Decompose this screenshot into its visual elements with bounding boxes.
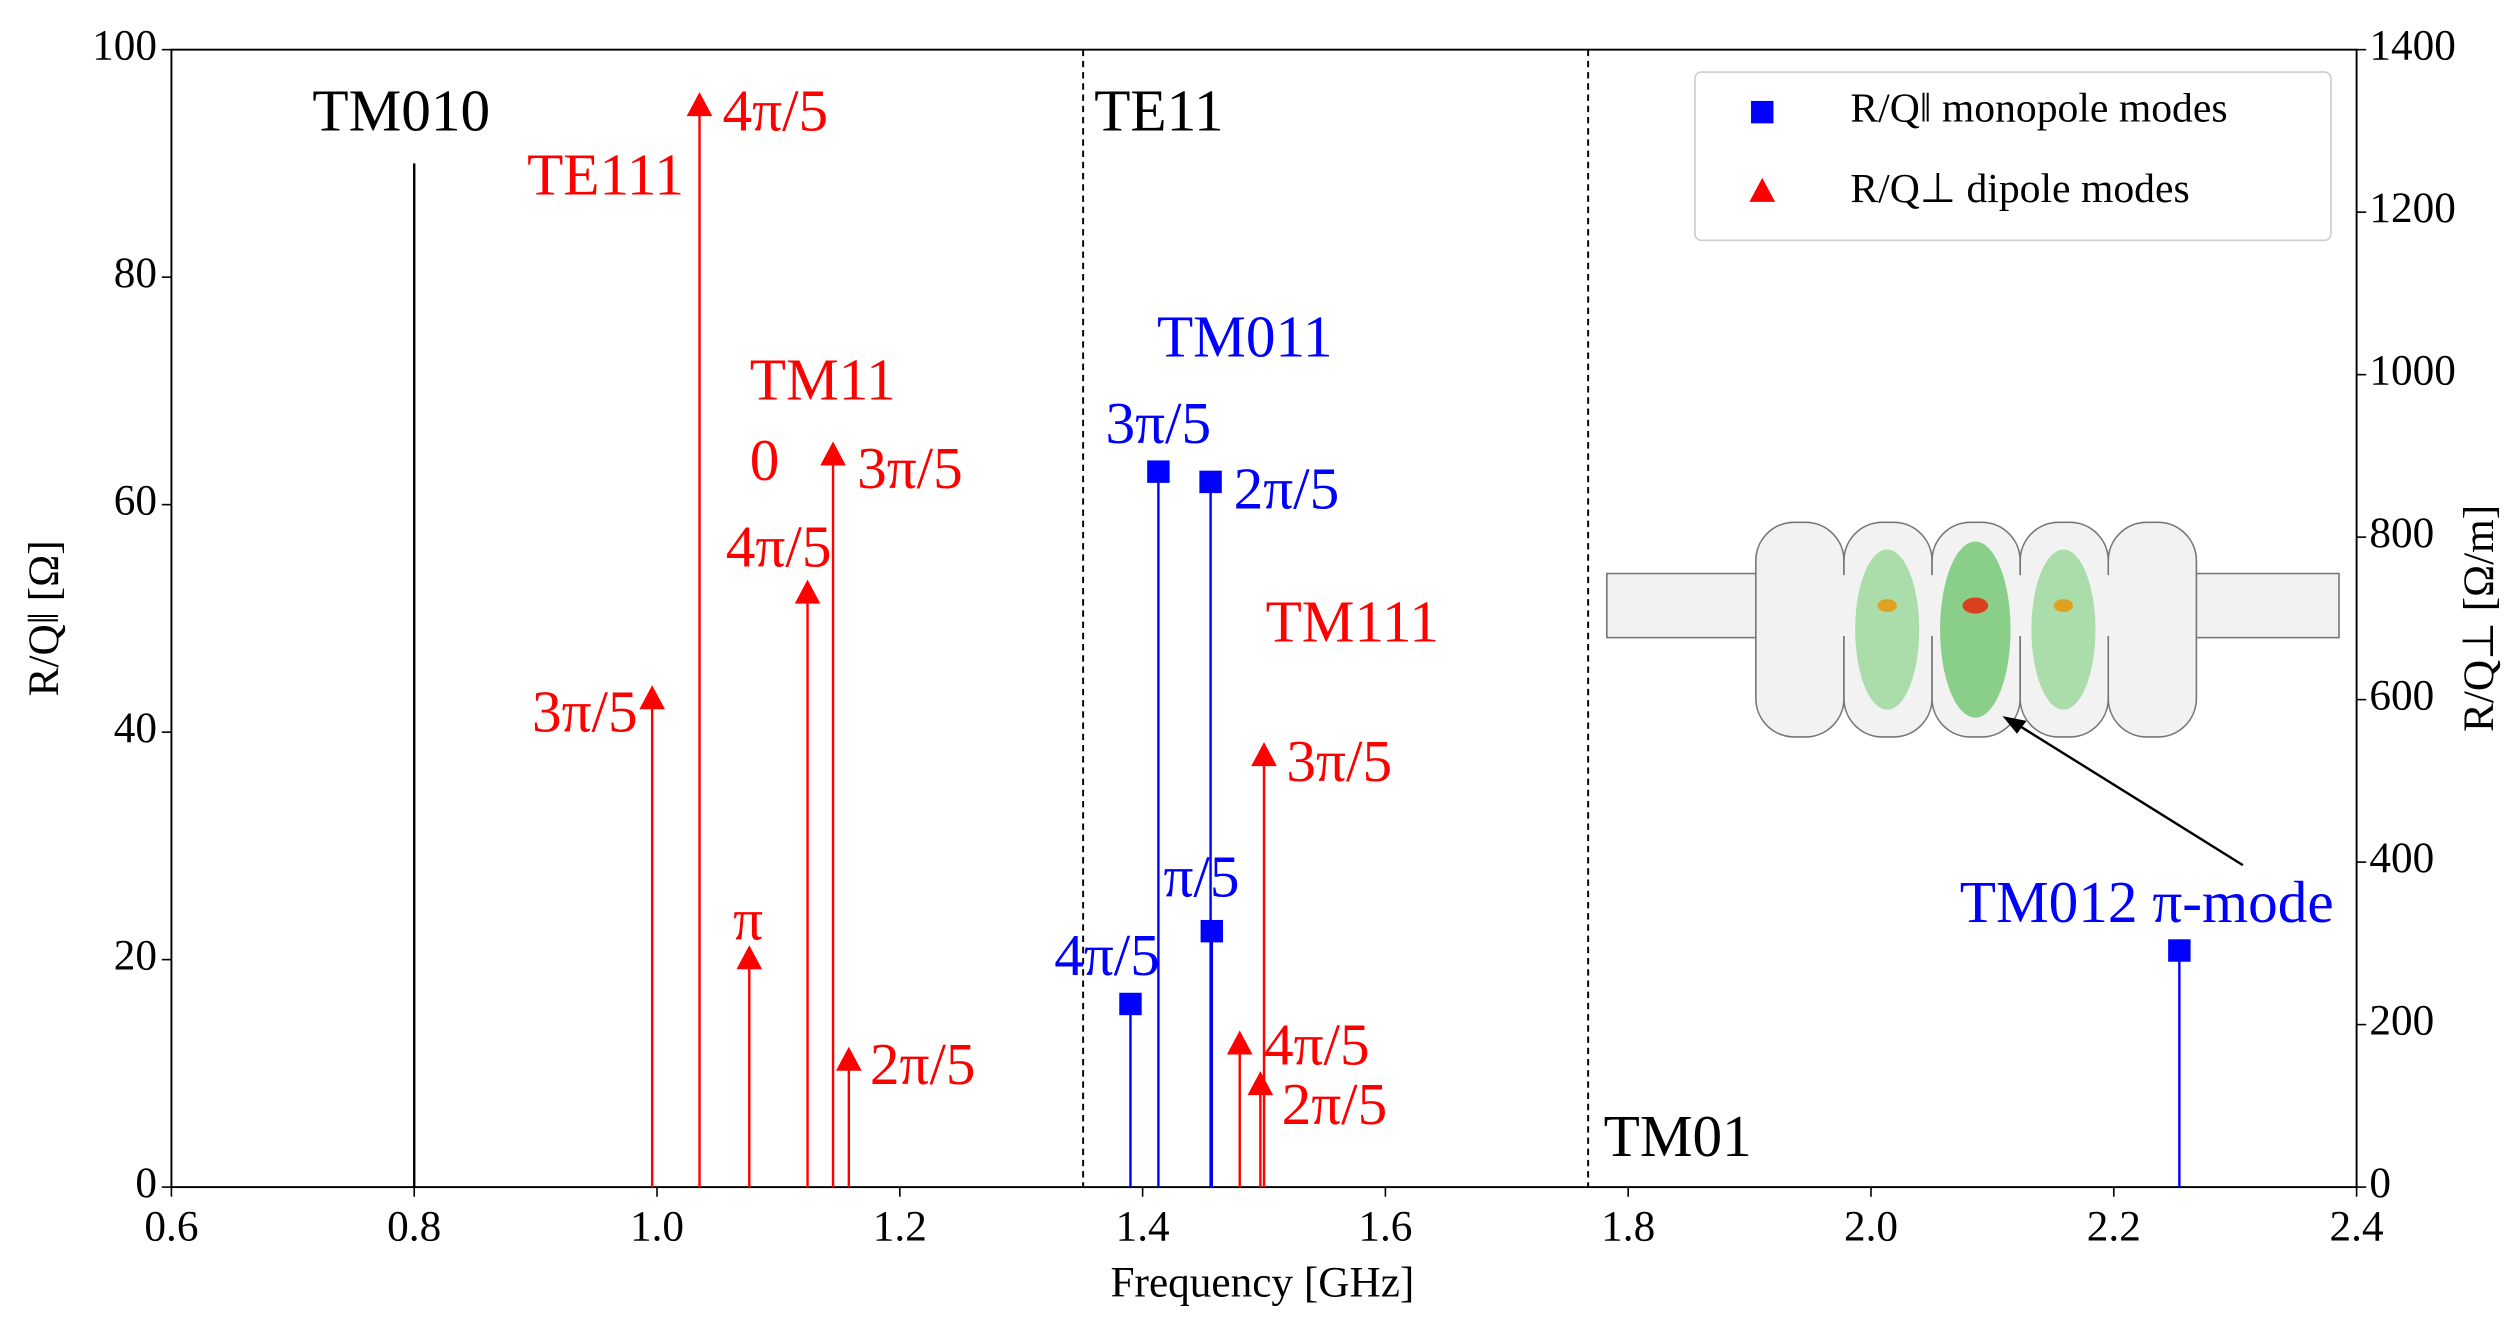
point	[1147, 460, 1170, 483]
point	[1119, 992, 1142, 1016]
point-label: 4π/5	[726, 513, 832, 579]
annotation: TM111	[1266, 589, 1439, 655]
point	[1247, 1071, 1274, 1096]
y-tick-label: 60	[114, 477, 157, 525]
field	[2031, 549, 2096, 710]
annotation: TM11	[750, 347, 896, 413]
y-tick-label: 80	[114, 249, 157, 297]
arrow	[2008, 718, 2244, 867]
point	[639, 685, 665, 710]
y-tick-label: 0	[135, 1159, 157, 1207]
y-tick-label: 40	[114, 704, 157, 752]
point-label: TM012 π-mode	[1960, 869, 2334, 935]
point-label: 3π/5	[532, 678, 638, 744]
x-tick-label: 0.6	[144, 1202, 198, 1250]
point	[686, 92, 713, 117]
inset-cavity	[1606, 521, 2340, 867]
divider-label: TM01	[1604, 1103, 1752, 1169]
y2-tick-label: 1200	[2369, 184, 2456, 232]
y2-tick-label: 0	[2369, 1159, 2391, 1207]
x-tick-label: 1.6	[1358, 1202, 1412, 1250]
point	[1251, 742, 1277, 767]
y2-tick-label: 800	[2369, 509, 2434, 557]
x-tick-label: 2.2	[2087, 1202, 2141, 1250]
point-label: 4π/5	[1264, 1012, 1370, 1078]
point-label: π	[733, 887, 763, 953]
x-tick-label: 1.2	[873, 1202, 927, 1250]
annotation: 0	[750, 427, 780, 493]
field	[1940, 541, 2011, 718]
point-label: 4π/5	[1054, 922, 1160, 988]
point-label: 2π/5	[870, 1031, 976, 1097]
field	[1855, 549, 1920, 710]
point	[1200, 919, 1224, 943]
field-peak	[1962, 597, 1989, 614]
divider-label: TE11	[1094, 78, 1223, 144]
y-tick-label: 100	[92, 22, 157, 70]
point	[836, 1046, 862, 1071]
y2-tick-label: 600	[2369, 672, 2434, 720]
x-tick-label: 0.8	[387, 1202, 441, 1250]
reference-label: TM010	[312, 78, 490, 144]
point	[794, 579, 821, 604]
y2-tick-label: 1000	[2369, 347, 2456, 395]
point	[820, 441, 846, 466]
x-tick-label: 1.4	[1116, 1202, 1170, 1250]
point-label: 3π/5	[1105, 390, 1211, 456]
legend-marker	[1749, 177, 1776, 202]
field-peak	[2053, 599, 2074, 612]
point-label: 2π/5	[1282, 1071, 1388, 1137]
y2-axis-label: R/Q⊥ [Ω/m]	[2455, 505, 2503, 732]
annotation: TE111	[527, 142, 684, 208]
point-label: 2π/5	[1234, 456, 1340, 522]
y-tick-label: 20	[114, 932, 157, 980]
point	[1199, 470, 1222, 494]
y2-tick-label: 1400	[2369, 22, 2456, 70]
y-axis-label: R/Q‖ [Ω]	[20, 540, 68, 696]
x-tick-label: 2.0	[1844, 1202, 1898, 1250]
legend-marker	[1751, 100, 1774, 124]
x-tick-label: 2.4	[2330, 1202, 2384, 1250]
field-peak	[1877, 599, 1897, 612]
point-label: 4π/5	[723, 78, 829, 144]
point-label: 3π/5	[1286, 728, 1392, 794]
annotation: TM011	[1157, 303, 1333, 369]
y2-tick-label: 200	[2369, 997, 2434, 1045]
x-axis-label: Frequency [GHz]	[1110, 1258, 1414, 1306]
legend-label: R/Q‖ monopole modes	[1850, 86, 2227, 132]
legend-box	[1694, 71, 2332, 242]
arrow-head	[2002, 716, 2027, 734]
x-tick-label: 1.8	[1601, 1202, 1655, 1250]
point-label: 3π/5	[857, 435, 963, 501]
legend-label: R/Q⊥ dipole modes	[1850, 166, 2189, 212]
x-tick-label: 1.0	[630, 1202, 684, 1250]
point-label: π/5	[1164, 843, 1240, 909]
y2-tick-label: 400	[2369, 834, 2434, 882]
point	[1226, 1030, 1253, 1055]
point	[2168, 939, 2191, 962]
point	[736, 945, 763, 970]
